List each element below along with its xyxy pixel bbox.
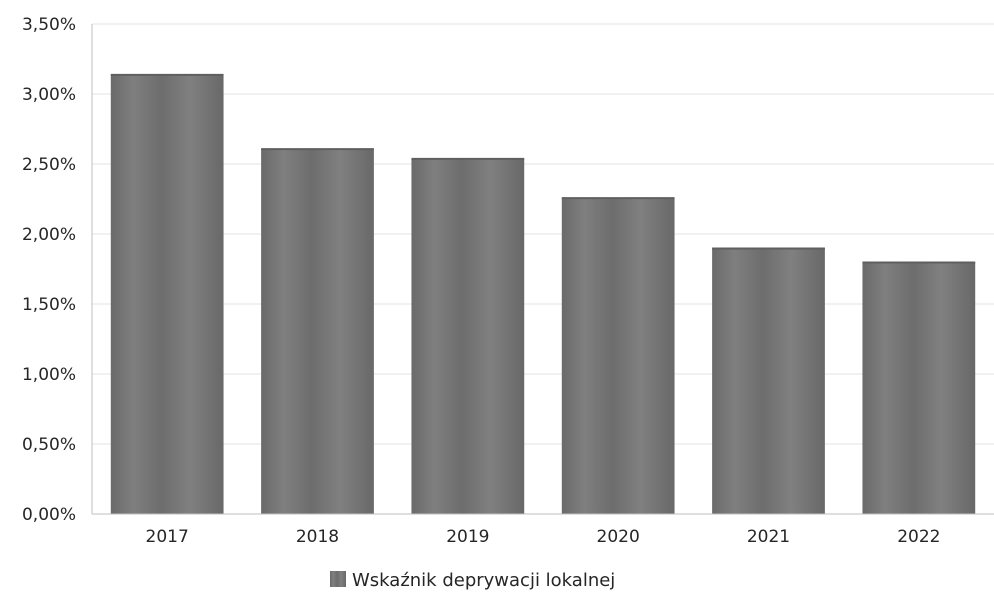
y-tick-label: 0,50% — [22, 435, 76, 455]
x-tick-label: 2019 — [446, 527, 489, 547]
y-tick-label: 2,50% — [22, 155, 76, 175]
bar-2021 — [712, 248, 825, 514]
legend-swatch — [330, 571, 346, 587]
bar-2022 — [862, 262, 976, 514]
bar-2020 — [561, 197, 675, 514]
bar-2019 — [411, 158, 525, 514]
legend-label: Wskaźnik deprywacji lokalnej — [352, 570, 615, 591]
x-tick-label: 2020 — [597, 527, 640, 547]
y-tick-label: 1,50% — [22, 295, 76, 315]
y-tick-label: 0,00% — [22, 505, 76, 525]
y-tick-label: 3,50% — [22, 15, 76, 35]
x-axis: 2017 2018 2019 2020 2021 2022 — [92, 513, 994, 547]
y-axis: 0,00% 0,50% 1,00% 1,50% 2,00% 2,50% 3,00% 3,50% — [22, 15, 93, 525]
x-tick-label: 2017 — [146, 527, 189, 547]
x-tick-label: 2021 — [747, 527, 790, 547]
bars — [110, 73, 976, 515]
x-tick-label: 2022 — [897, 527, 940, 547]
bar-2017 — [110, 74, 224, 515]
y-tick-label: 1,00% — [22, 365, 76, 385]
y-tick-label: 3,00% — [22, 85, 76, 105]
x-tick-label: 2018 — [296, 527, 339, 547]
y-tick-label: 2,00% — [22, 225, 76, 245]
legend: Wskaźnik deprywacji lokalnej — [330, 570, 615, 591]
gridlines — [92, 23, 994, 445]
bar-2018 — [261, 148, 374, 514]
